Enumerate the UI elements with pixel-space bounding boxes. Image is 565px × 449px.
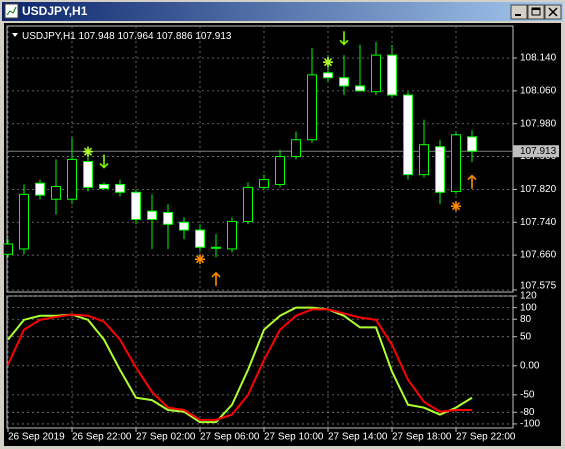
info-close: 107.913 — [195, 31, 232, 42]
candle-body — [179, 221, 189, 231]
candle-body — [51, 186, 61, 200]
candle-body — [195, 229, 205, 248]
candle-body — [147, 210, 157, 220]
window-title: USDJPY,H1 — [22, 4, 88, 18]
candle-body — [355, 85, 365, 92]
signal-marker — [339, 31, 349, 46]
arrow-head — [467, 174, 477, 181]
signal-marker — [467, 174, 477, 189]
y-tick-label: 80 — [520, 314, 532, 325]
x-tick-label: 27 Sep 10:00 — [264, 432, 324, 443]
candle-body — [435, 146, 445, 193]
candle-body — [323, 72, 333, 79]
window-icon-graph — [6, 6, 17, 16]
candle-body — [227, 220, 237, 250]
y-tick-label: 0.00 — [520, 360, 540, 371]
price-label: 107.913 — [520, 146, 557, 157]
y-tick-label: 100 — [520, 302, 537, 313]
y-tick-label: -100 — [520, 419, 540, 430]
x-tick-label: 27 Sep 18:00 — [392, 432, 452, 443]
y-tick-label: 107.820 — [520, 184, 557, 195]
arrow-head — [339, 39, 349, 46]
candle-body — [403, 94, 413, 176]
y-tick-label: -80 — [520, 407, 535, 418]
sub-panel-border — [6, 295, 514, 429]
candle-body — [451, 134, 461, 192]
candle-body — [131, 191, 141, 220]
chart-header: USDJPY,H1 107.948 107.964 107.886 107.91… — [22, 31, 232, 42]
x-tick-label: 27 Sep 02:00 — [136, 432, 196, 443]
x-tick-label: 27 Sep 22:00 — [456, 432, 516, 443]
minimize-button[interactable] — [510, 4, 528, 20]
header-triangle — [12, 33, 18, 37]
candle-body — [259, 179, 269, 188]
chart-background — [4, 23, 561, 446]
candle-body — [467, 136, 477, 152]
y-tick-label: 108.060 — [520, 86, 557, 97]
x-tick-label: 26 Sep 2019 — [8, 432, 65, 443]
y-tick-label: 107.980 — [520, 118, 557, 129]
signal-marker — [323, 57, 333, 68]
y-tick-label: 107.660 — [520, 250, 557, 261]
signal-marker — [451, 201, 461, 212]
y-tick-label: -50 — [520, 389, 535, 400]
arrow-head — [211, 271, 221, 278]
candle-body — [83, 160, 93, 188]
candle-body — [3, 243, 13, 255]
indicator-line — [7, 308, 472, 421]
candle-body — [99, 183, 109, 190]
candle-body — [291, 139, 301, 158]
indicator-line — [7, 306, 473, 424]
signal-marker — [195, 254, 205, 265]
y-tick-label: 108.140 — [520, 53, 557, 64]
candle-body — [339, 77, 349, 87]
arrow-head — [99, 162, 109, 169]
candle-body — [371, 54, 381, 93]
candle-body — [243, 186, 253, 222]
x-tick-label: 27 Sep 14:00 — [328, 432, 388, 443]
candle-body — [163, 211, 173, 225]
candle-body — [19, 193, 29, 250]
candle-body — [211, 246, 221, 249]
title-bar — [2, 2, 563, 21]
y-tick-label: 107.575 — [520, 281, 557, 292]
y-tick-label: 107.740 — [520, 217, 557, 228]
signal-marker — [83, 146, 93, 157]
x-tick-label: 26 Sep 22:00 — [72, 432, 132, 443]
candle-body — [419, 144, 429, 176]
signal-marker — [211, 271, 221, 286]
y-tick-label: 120 — [520, 291, 537, 302]
candle-body — [115, 183, 125, 193]
price-label-box — [513, 145, 559, 158]
candle-body — [307, 74, 317, 141]
candle-body — [67, 158, 77, 200]
x-tick-label: 27 Sep 06:00 — [200, 432, 260, 443]
window-icon — [4, 3, 19, 19]
maximize-button[interactable] — [527, 4, 545, 20]
info-open: 107.948 — [79, 31, 116, 42]
y-tick-label: 50 — [520, 331, 532, 342]
candle-body — [387, 54, 397, 96]
main-panel-border — [6, 25, 514, 293]
info-low: 107.886 — [156, 31, 193, 42]
symbol: USDJPY,H1 — [22, 31, 76, 42]
close-button[interactable] — [544, 4, 562, 20]
signal-marker — [99, 154, 109, 169]
candle-body — [35, 182, 45, 196]
candle-body — [275, 156, 285, 185]
